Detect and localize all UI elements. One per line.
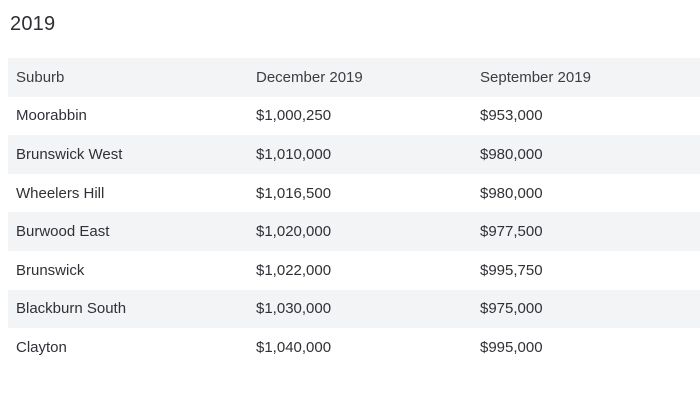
december-price-cell: $1,030,000 [256,300,332,318]
suburb-cell: Moorabbin [16,107,87,125]
december-price-cell: $1,016,500 [256,184,332,202]
column-header-december-2019: December 2019 [256,68,363,86]
december-price-cell: $1,040,000 [256,338,332,356]
table-row: Clayton $1,040,000 $995,000 [8,328,700,367]
suburb-cell: Brunswick West [16,145,123,163]
table-row: Brunswick West $1,010,000 $980,000 [8,135,700,174]
price-table: Suburb December 2019 September 2019 Moor… [8,58,700,367]
september-price-cell: $980,000 [480,145,543,163]
september-price-cell: $977,500 [480,223,543,241]
september-price-cell: $995,750 [480,261,543,279]
suburb-cell: Wheelers Hill [16,184,105,202]
december-price-cell: $1,000,250 [256,107,332,125]
suburb-cell: Clayton [16,338,67,356]
suburb-cell: Blackburn South [16,300,127,318]
december-price-cell: $1,022,000 [256,261,332,279]
september-price-cell: $975,000 [480,300,543,318]
september-price-cell: $980,000 [480,184,543,202]
table-row: Blackburn South $1,030,000 $975,000 [8,289,700,329]
september-price-cell: $953,000 [480,107,543,125]
table-header-row: Suburb December 2019 September 2019 [8,58,700,97]
suburb-cell: Burwood East [16,223,110,241]
december-price-cell: $1,020,000 [256,223,332,241]
december-price-cell: $1,010,000 [256,145,332,163]
table-row: Brunswick $1,022,000 $995,750 [8,251,700,290]
september-price-cell: $995,000 [480,338,543,356]
table-row: Burwood East $1,020,000 $977,500 [8,212,700,251]
column-header-september-2019: September 2019 [480,68,591,86]
suburb-cell: Brunswick [16,261,85,279]
table-row: Moorabbin $1,000,250 $953,000 [8,97,700,136]
column-header-suburb: Suburb [16,68,65,86]
table-row: Wheelers Hill $1,016,500 $980,000 [8,174,700,213]
section-heading: 2019 [10,13,56,35]
